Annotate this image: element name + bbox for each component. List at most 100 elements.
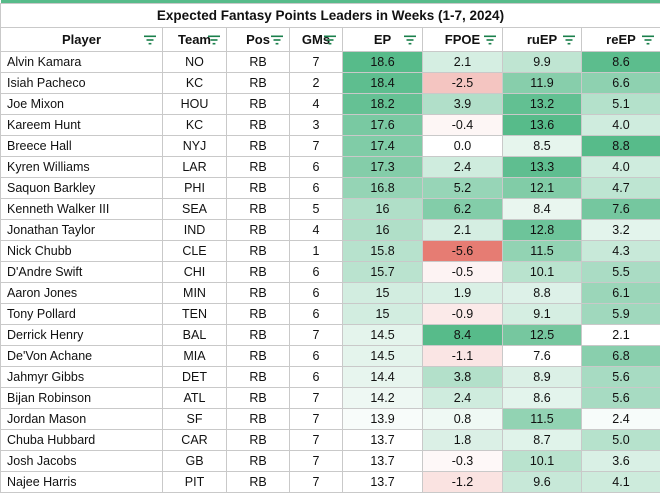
cell-fpoe[interactable]: -0.5 bbox=[423, 261, 503, 282]
cell-ruep[interactable]: 10.1 bbox=[503, 450, 582, 471]
cell-gms[interactable]: 4 bbox=[290, 219, 343, 240]
cell-team[interactable]: PIT bbox=[163, 471, 227, 492]
cell-team[interactable]: LAR bbox=[163, 156, 227, 177]
cell-fpoe[interactable]: 2.1 bbox=[423, 51, 503, 72]
cell-ruep[interactable]: 7.6 bbox=[503, 345, 582, 366]
cell-pos[interactable]: RB bbox=[227, 51, 290, 72]
cell-ruep[interactable]: 13.2 bbox=[503, 93, 582, 114]
column-header-pos[interactable]: Pos bbox=[227, 27, 290, 51]
cell-reep[interactable]: 5.0 bbox=[582, 429, 660, 450]
cell-fpoe[interactable]: 2.4 bbox=[423, 387, 503, 408]
filter-icon[interactable] bbox=[642, 35, 654, 45]
cell-reep[interactable]: 8.8 bbox=[582, 135, 660, 156]
cell-ep[interactable]: 16 bbox=[343, 219, 423, 240]
cell-fpoe[interactable]: 1.9 bbox=[423, 282, 503, 303]
cell-player[interactable]: Kyren Williams bbox=[1, 156, 163, 177]
cell-player[interactable]: De'Von Achane bbox=[1, 345, 163, 366]
cell-team[interactable]: IND bbox=[163, 219, 227, 240]
cell-ruep[interactable]: 8.5 bbox=[503, 135, 582, 156]
cell-fpoe[interactable]: -0.3 bbox=[423, 450, 503, 471]
cell-fpoe[interactable]: -0.9 bbox=[423, 303, 503, 324]
cell-pos[interactable]: RB bbox=[227, 93, 290, 114]
cell-team[interactable]: HOU bbox=[163, 93, 227, 114]
cell-team[interactable]: NYJ bbox=[163, 135, 227, 156]
cell-gms[interactable]: 7 bbox=[290, 471, 343, 492]
cell-ep[interactable]: 14.2 bbox=[343, 387, 423, 408]
cell-team[interactable]: CHI bbox=[163, 261, 227, 282]
cell-gms[interactable]: 7 bbox=[290, 51, 343, 72]
cell-player[interactable]: Tony Pollard bbox=[1, 303, 163, 324]
cell-pos[interactable]: RB bbox=[227, 135, 290, 156]
cell-pos[interactable]: RB bbox=[227, 345, 290, 366]
cell-ruep[interactable]: 8.4 bbox=[503, 198, 582, 219]
cell-gms[interactable]: 7 bbox=[290, 450, 343, 471]
cell-team[interactable]: TEN bbox=[163, 303, 227, 324]
cell-gms[interactable]: 1 bbox=[290, 240, 343, 261]
cell-pos[interactable]: RB bbox=[227, 198, 290, 219]
cell-gms[interactable]: 7 bbox=[290, 387, 343, 408]
cell-gms[interactable]: 6 bbox=[290, 303, 343, 324]
cell-reep[interactable]: 3.2 bbox=[582, 219, 660, 240]
cell-player[interactable]: Jordan Mason bbox=[1, 408, 163, 429]
cell-fpoe[interactable]: 8.4 bbox=[423, 324, 503, 345]
cell-ruep[interactable]: 8.8 bbox=[503, 282, 582, 303]
cell-fpoe[interactable]: 1.8 bbox=[423, 429, 503, 450]
cell-team[interactable]: SF bbox=[163, 408, 227, 429]
column-header-ep[interactable]: EP bbox=[343, 27, 423, 51]
cell-player[interactable]: Bijan Robinson bbox=[1, 387, 163, 408]
cell-pos[interactable]: RB bbox=[227, 240, 290, 261]
cell-team[interactable]: CAR bbox=[163, 429, 227, 450]
cell-reep[interactable]: 4.3 bbox=[582, 240, 660, 261]
cell-ep[interactable]: 15.7 bbox=[343, 261, 423, 282]
cell-ruep[interactable]: 9.9 bbox=[503, 51, 582, 72]
cell-ep[interactable]: 17.6 bbox=[343, 114, 423, 135]
cell-reep[interactable]: 5.6 bbox=[582, 366, 660, 387]
cell-reep[interactable]: 8.6 bbox=[582, 51, 660, 72]
cell-player[interactable]: Breece Hall bbox=[1, 135, 163, 156]
cell-player[interactable]: Alvin Kamara bbox=[1, 51, 163, 72]
cell-pos[interactable]: RB bbox=[227, 261, 290, 282]
cell-ep[interactable]: 14.5 bbox=[343, 345, 423, 366]
cell-player[interactable]: Isiah Pacheco bbox=[1, 72, 163, 93]
cell-player[interactable]: Joe Mixon bbox=[1, 93, 163, 114]
cell-fpoe[interactable]: 0.0 bbox=[423, 135, 503, 156]
cell-gms[interactable]: 7 bbox=[290, 324, 343, 345]
cell-team[interactable]: NO bbox=[163, 51, 227, 72]
cell-reep[interactable]: 4.0 bbox=[582, 156, 660, 177]
filter-icon[interactable] bbox=[144, 35, 156, 45]
cell-ep[interactable]: 17.4 bbox=[343, 135, 423, 156]
cell-gms[interactable]: 6 bbox=[290, 366, 343, 387]
column-header-reep[interactable]: reEP bbox=[582, 27, 660, 51]
cell-player[interactable]: Kareem Hunt bbox=[1, 114, 163, 135]
cell-fpoe[interactable]: -1.2 bbox=[423, 471, 503, 492]
cell-pos[interactable]: RB bbox=[227, 429, 290, 450]
cell-gms[interactable]: 6 bbox=[290, 345, 343, 366]
cell-reep[interactable]: 4.0 bbox=[582, 114, 660, 135]
cell-pos[interactable]: RB bbox=[227, 177, 290, 198]
cell-team[interactable]: PHI bbox=[163, 177, 227, 198]
cell-team[interactable]: SEA bbox=[163, 198, 227, 219]
cell-ep[interactable]: 13.7 bbox=[343, 429, 423, 450]
cell-ruep[interactable]: 12.1 bbox=[503, 177, 582, 198]
cell-pos[interactable]: RB bbox=[227, 303, 290, 324]
cell-ruep[interactable]: 9.6 bbox=[503, 471, 582, 492]
cell-reep[interactable]: 6.8 bbox=[582, 345, 660, 366]
cell-gms[interactable]: 6 bbox=[290, 261, 343, 282]
cell-reep[interactable]: 3.6 bbox=[582, 450, 660, 471]
cell-team[interactable]: MIN bbox=[163, 282, 227, 303]
cell-gms[interactable]: 7 bbox=[290, 135, 343, 156]
cell-ruep[interactable]: 8.7 bbox=[503, 429, 582, 450]
cell-gms[interactable]: 5 bbox=[290, 198, 343, 219]
cell-ruep[interactable]: 8.6 bbox=[503, 387, 582, 408]
cell-ruep[interactable]: 12.5 bbox=[503, 324, 582, 345]
cell-ep[interactable]: 14.5 bbox=[343, 324, 423, 345]
cell-team[interactable]: KC bbox=[163, 114, 227, 135]
column-header-fpoe[interactable]: FPOE bbox=[423, 27, 503, 51]
cell-player[interactable]: Josh Jacobs bbox=[1, 450, 163, 471]
cell-reep[interactable]: 5.6 bbox=[582, 387, 660, 408]
cell-ep[interactable]: 16 bbox=[343, 198, 423, 219]
filter-icon[interactable] bbox=[324, 35, 336, 45]
cell-reep[interactable]: 6.6 bbox=[582, 72, 660, 93]
cell-ep[interactable]: 15 bbox=[343, 303, 423, 324]
cell-pos[interactable]: RB bbox=[227, 72, 290, 93]
